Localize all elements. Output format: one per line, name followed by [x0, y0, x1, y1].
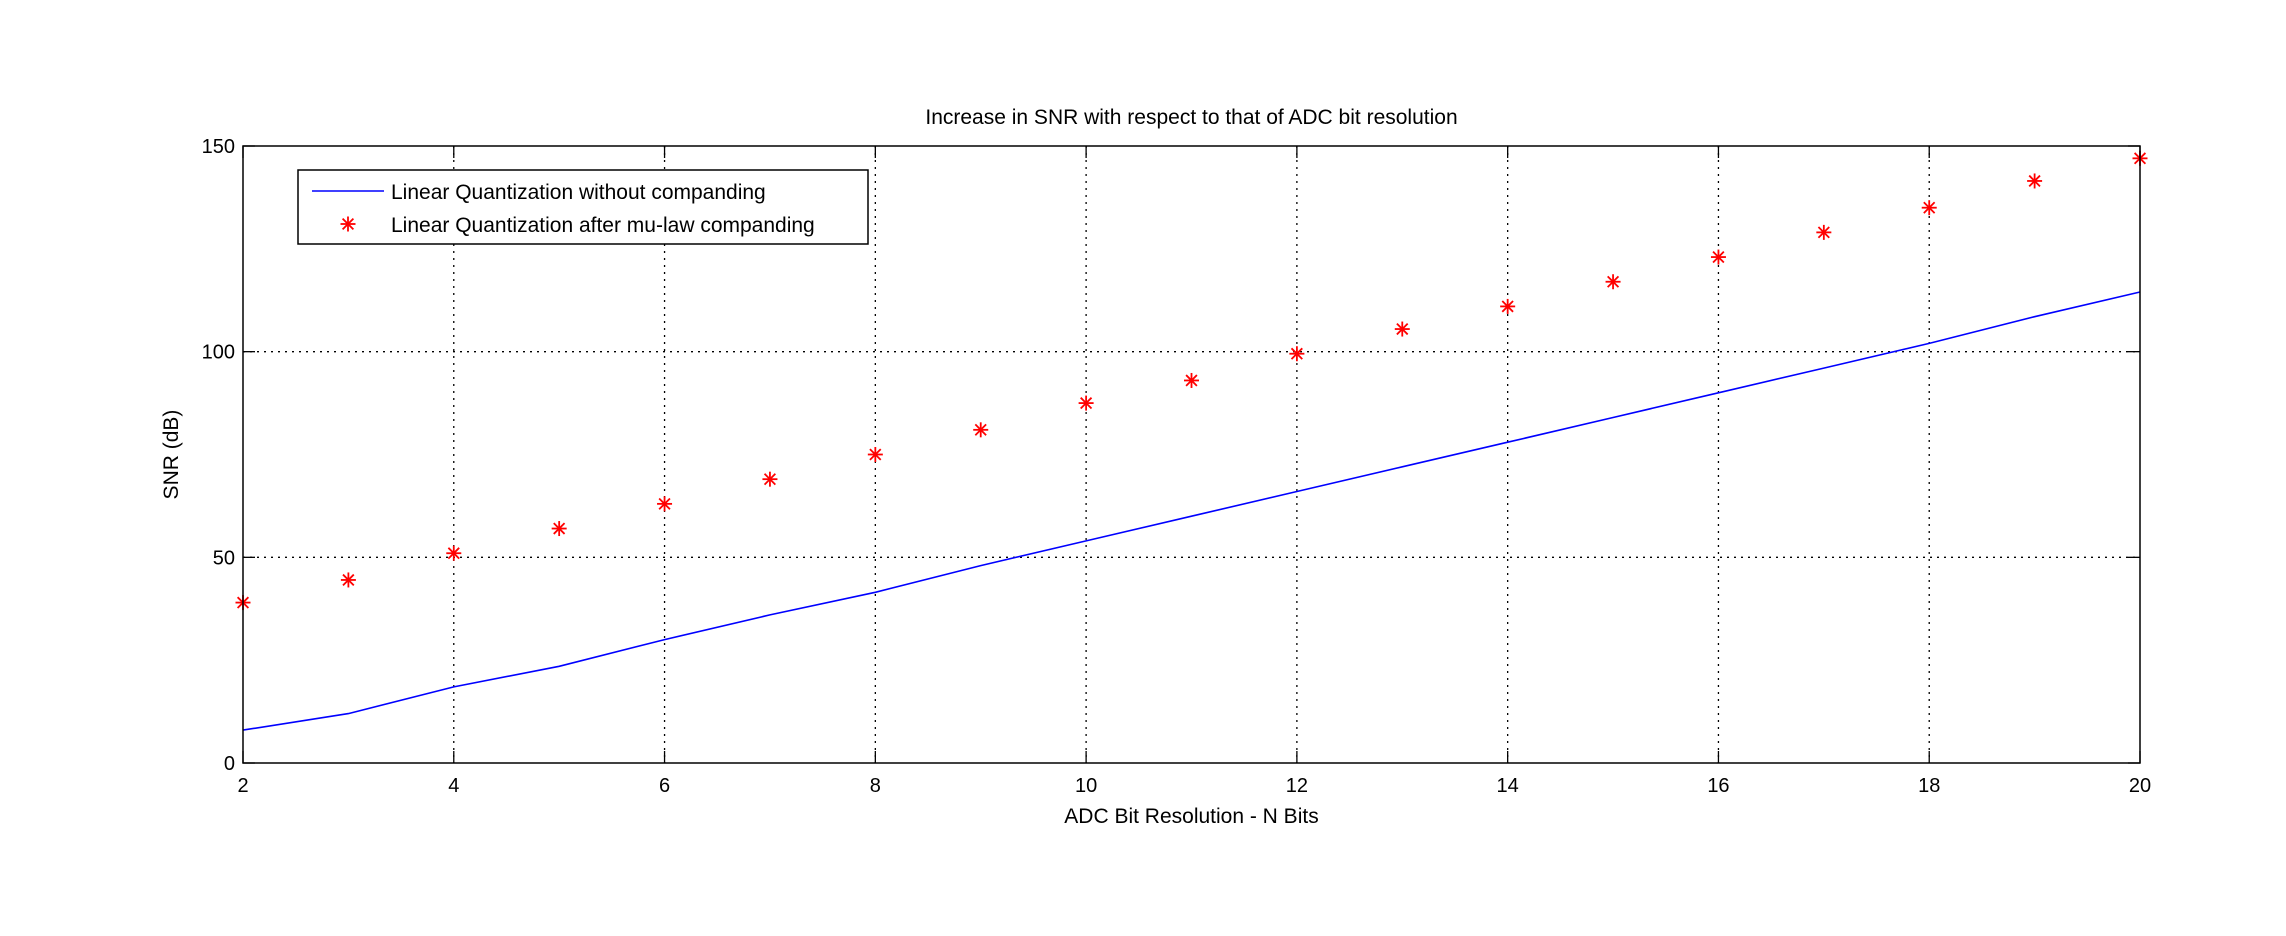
x-tick-label: 8	[870, 775, 881, 797]
data-point	[762, 471, 778, 487]
legend-box	[297, 169, 869, 245]
data-point	[657, 496, 673, 512]
x-tick-label: 20	[2129, 775, 2151, 797]
series-line-0	[242, 291, 2141, 731]
data-point	[1921, 200, 1937, 216]
legend: Linear Quantization without companding L…	[297, 169, 869, 245]
y-tick-label: 50	[213, 547, 235, 569]
data-point	[973, 422, 989, 438]
x-axis-label: ADC Bit Resolution - N Bits	[1064, 805, 1318, 828]
x-tick-label: 10	[1075, 775, 1097, 797]
data-point	[551, 521, 567, 537]
plot-area	[243, 146, 2140, 763]
x-tick-label: 6	[659, 775, 670, 797]
chart-title: Increase in SNR with respect to that of …	[925, 106, 1457, 129]
legend-entry-line: Linear Quantization without companding	[391, 181, 766, 204]
data-point	[446, 545, 462, 561]
x-tick-label: 16	[1707, 775, 1729, 797]
data-point	[340, 572, 356, 588]
data-point	[1710, 249, 1726, 265]
data-point	[1500, 298, 1516, 314]
y-tick-label: 0	[224, 753, 235, 775]
legend-marker-sample	[340, 216, 356, 232]
x-tick-label: 12	[1286, 775, 1308, 797]
x-tick-label: 4	[448, 775, 459, 797]
data-point	[1605, 274, 1621, 290]
plot-frame	[242, 145, 2141, 764]
legend-entry-markers: Linear Quantization after mu-law compand…	[391, 214, 815, 237]
x-tick-label: 18	[1918, 775, 1940, 797]
legend-marker	[340, 216, 356, 232]
y-tick-label: 100	[202, 342, 235, 364]
y-tick-label: 150	[202, 136, 235, 158]
series-layer	[235, 150, 2148, 731]
x-tick-label: 14	[1497, 775, 1519, 797]
data-point	[1816, 224, 1832, 240]
data-point	[1078, 395, 1094, 411]
data-point	[1289, 346, 1305, 362]
data-point	[867, 447, 883, 462]
axis-ticks: 2 4 6 8 10 12 14 16 18 20 0 50 100 150	[202, 136, 2152, 797]
data-point	[2027, 173, 2043, 189]
data-point	[1394, 321, 1410, 337]
y-axis-label: SNR (dB)	[160, 410, 183, 500]
x-tick-label: 2	[237, 775, 248, 797]
data-point	[1184, 372, 1199, 388]
